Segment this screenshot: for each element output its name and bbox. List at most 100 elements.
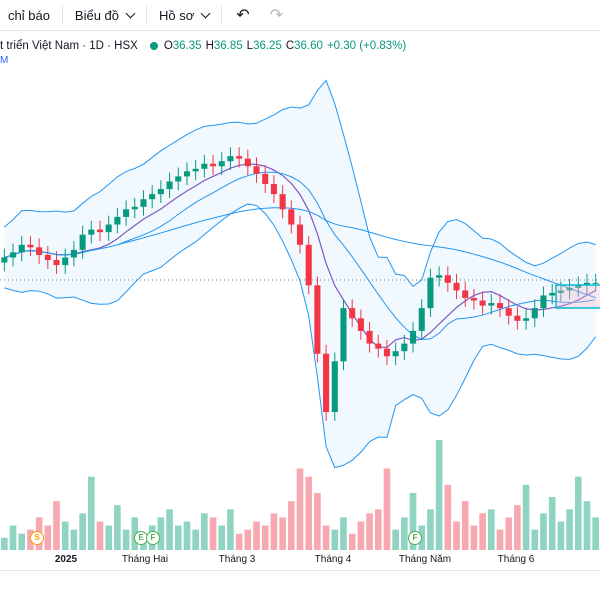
candle-body xyxy=(279,194,286,210)
volume-bar xyxy=(331,529,339,550)
candle-body xyxy=(123,209,130,217)
candle-body xyxy=(375,343,382,349)
x-tick-label: Tháng 4 xyxy=(314,554,352,565)
highlight-box[interactable] xyxy=(555,284,600,309)
ma-short-line xyxy=(4,163,596,349)
volume-bar xyxy=(183,521,191,550)
toolbar-divider xyxy=(61,6,63,24)
profile-label: Hồ sơ xyxy=(159,7,195,23)
volume-bar xyxy=(288,501,295,550)
volume-bar xyxy=(9,525,17,550)
volume-bar xyxy=(227,509,234,550)
event-marker-s[interactable]: S xyxy=(30,531,44,545)
candle-body xyxy=(514,315,521,321)
candle-body xyxy=(244,158,251,167)
candle-body xyxy=(10,252,17,258)
candle-body xyxy=(166,181,173,190)
x-tick-label: Tháng Hai xyxy=(121,554,169,565)
volume-bar xyxy=(366,513,373,550)
volume-bar xyxy=(470,525,478,550)
candle-body xyxy=(210,163,217,167)
candle-body xyxy=(149,194,156,200)
volume-bar xyxy=(18,533,26,550)
volume-bar xyxy=(574,476,582,550)
band-fill xyxy=(4,80,596,468)
volume-bar xyxy=(566,509,573,550)
candle-body xyxy=(453,282,460,291)
market-status-icon xyxy=(149,42,158,50)
candle-body xyxy=(557,290,564,293)
indicators-button[interactable]: chỉ báo xyxy=(0,0,58,30)
volume-bar xyxy=(496,529,504,550)
candle-body xyxy=(175,176,182,182)
candle-body xyxy=(523,318,530,321)
open-value: O36.35 xyxy=(163,40,202,52)
volume-bar xyxy=(296,468,304,550)
candle-body xyxy=(305,244,312,286)
indicators-label: chỉ báo xyxy=(8,7,50,23)
volume-bar xyxy=(488,509,495,550)
x-tick-label: Tháng Năm xyxy=(398,554,452,565)
candle-body xyxy=(401,343,408,352)
volume-bar xyxy=(79,513,86,550)
volume-bar xyxy=(557,521,565,550)
price-chart[interactable] xyxy=(0,30,600,550)
volume-bar xyxy=(61,521,69,550)
candle-body xyxy=(201,163,208,169)
candle-body xyxy=(131,206,138,210)
time-axis: 2025 Tháng Hai Tháng 3 Tháng 4 Tháng Năm… xyxy=(0,550,600,570)
event-marker-f[interactable]: F xyxy=(146,531,160,545)
symbol-title[interactable]: t triển Việt Nam · 1D · HSX xyxy=(0,40,138,52)
candle-body xyxy=(331,361,338,412)
candle-body xyxy=(540,295,547,309)
candle-body xyxy=(314,285,321,354)
candle-body xyxy=(479,300,486,306)
volume-bar xyxy=(235,533,243,550)
candle-body xyxy=(357,318,364,331)
candle-body xyxy=(1,257,8,263)
chart-type-label: Biểu đồ xyxy=(74,7,120,23)
volume-bar xyxy=(253,521,260,550)
candle-body xyxy=(462,290,469,298)
candle-body xyxy=(44,254,51,260)
symbol-legend: t triển Việt Nam · 1D · HSX O36.35 H36.8… xyxy=(0,37,406,55)
volume-bar xyxy=(548,497,556,550)
chart-type-button[interactable]: Biểu đồ xyxy=(67,0,142,30)
candle-body xyxy=(296,224,304,245)
candle-body xyxy=(270,184,277,195)
candle-body xyxy=(592,282,599,284)
volume-bar xyxy=(522,484,530,550)
event-marker-f[interactable]: F xyxy=(408,531,422,545)
candle-body xyxy=(436,275,443,278)
volume-bar xyxy=(114,505,121,550)
volume-bars xyxy=(1,440,599,550)
candle-body xyxy=(488,303,495,306)
volume-bar xyxy=(174,525,182,550)
profile-button[interactable]: Hồ sơ xyxy=(151,0,217,30)
chevron-down-icon xyxy=(200,8,211,19)
redo-icon[interactable]: ↷ xyxy=(269,7,284,24)
candle-body xyxy=(496,303,504,309)
volume-bar xyxy=(270,513,278,550)
volume-bar xyxy=(279,517,286,550)
bollinger-band xyxy=(4,80,596,468)
candle-body xyxy=(96,229,104,233)
candle-body xyxy=(583,282,590,286)
candle-body xyxy=(366,330,373,344)
candle-body xyxy=(470,298,477,301)
candle-body xyxy=(262,173,269,184)
candle-body xyxy=(36,247,43,255)
low-value: L36.25 xyxy=(246,40,282,52)
undo-icon[interactable]: ↶ xyxy=(236,7,250,24)
volume-bar xyxy=(540,513,547,550)
toolbar-divider xyxy=(146,6,148,24)
candle-body xyxy=(70,249,77,258)
volume-bar xyxy=(201,513,208,550)
x-tick-label: 2025 xyxy=(54,554,78,565)
candle-body xyxy=(575,285,582,288)
candle-body xyxy=(505,308,512,316)
volume-bar xyxy=(444,484,452,550)
candle-body xyxy=(410,330,417,344)
volume-bar xyxy=(348,533,356,550)
indicator-legend[interactable]: M xyxy=(0,55,9,66)
